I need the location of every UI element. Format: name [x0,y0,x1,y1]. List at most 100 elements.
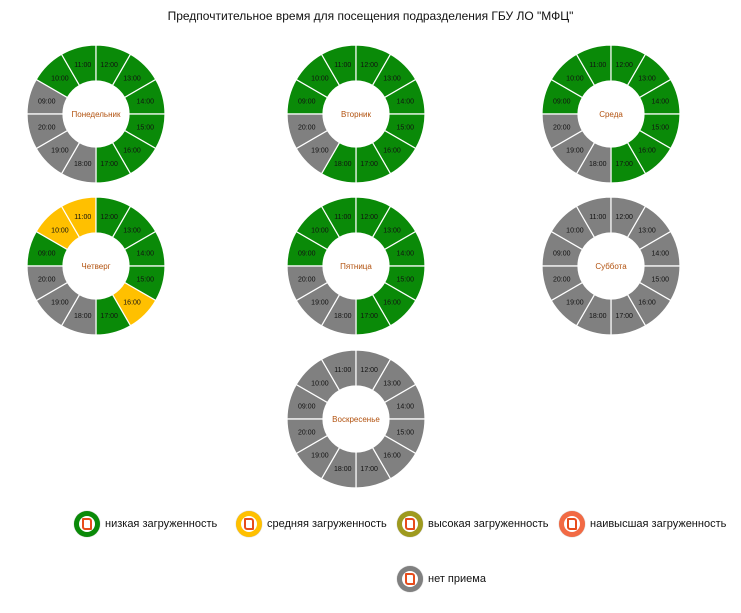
hour-label: 16:00 [383,453,401,460]
hour-label: 13:00 [123,227,141,234]
legend-label: нет приема [428,573,486,585]
hour-label: 13:00 [383,380,401,387]
hour-label: 09:00 [38,250,56,257]
day-label: Пятница [340,262,372,271]
legend-label: наивысшая загруженность [590,518,727,530]
hour-label: 15:00 [396,277,414,284]
hour-label: 12:00 [100,62,118,69]
hour-label: 09:00 [553,250,571,257]
hour-label: 18:00 [74,161,92,168]
legend-item-closed: нет приема [397,566,486,592]
hour-segment [541,113,584,150]
donut-chart: 09:00 10:00 11:00 12:00 13:00 14:00 15:00 16:00… [286,44,426,184]
hour-label: 19:00 [566,300,584,307]
hour-label: 20:00 [38,277,56,284]
donut-chart: 09:00 10:00 11:00 12:00 13:00 14:00 15:00 16:00… [541,196,681,336]
hour-label: 14:00 [651,250,669,257]
hour-label: 17:00 [100,313,118,320]
mfc-logo-icon [74,511,100,537]
hour-label: 15:00 [396,430,414,437]
hour-label: 20:00 [298,277,316,284]
hour-segment [286,113,329,150]
hour-label: 19:00 [566,148,584,155]
day-label: Суббота [595,262,627,271]
hour-label: 14:00 [396,403,414,410]
mfc-logo-icon [397,566,423,592]
hour-label: 19:00 [311,453,329,460]
day-label: Вторник [341,110,371,119]
hour-label: 18:00 [334,466,352,473]
hour-label: 15:00 [136,125,154,132]
hour-segment [26,113,69,150]
hour-label: 13:00 [638,227,656,234]
day-label: Четверг [81,262,110,271]
hour-label: 13:00 [383,75,401,82]
hour-segment [286,265,329,302]
hour-label: 19:00 [311,300,329,307]
mfc-logo-icon [397,511,423,537]
hour-label: 12:00 [360,62,378,69]
hour-label: 09:00 [298,403,316,410]
hour-label: 18:00 [589,313,607,320]
hour-label: 11:00 [589,214,606,221]
hour-segment [26,265,69,302]
hour-label: 11:00 [74,214,91,221]
hour-label: 17:00 [615,313,633,320]
donut-charts-svg: 09:00 10:00 11:00 12:00 13:00 14:00 15:00 16:00… [26,44,681,489]
hour-label: 18:00 [334,313,352,320]
donut-chart: 09:00 10:00 11:00 12:00 13:00 14:00 15:00 16:00… [541,44,681,184]
donut-chart: 09:00 10:00 11:00 12:00 13:00 14:00 15:00 16:00… [26,196,166,336]
hour-label: 15:00 [651,125,669,132]
hour-label: 11:00 [334,214,351,221]
hour-label: 17:00 [360,161,378,168]
legend-item-low: низкая загруженность [74,511,217,537]
legend-label: высокая загруженность [428,518,549,530]
hour-label: 10:00 [311,227,329,234]
legend-label: средняя загруженность [267,518,387,530]
donut-chart: 09:00 10:00 11:00 12:00 13:00 14:00 15:00 16:00… [286,349,426,489]
hour-label: 09:00 [298,250,316,257]
hour-label: 18:00 [334,161,352,168]
donut-chart: 09:00 10:00 11:00 12:00 13:00 14:00 15:00 16:00… [286,196,426,336]
hour-label: 20:00 [38,125,56,132]
hour-label: 16:00 [123,300,141,307]
hour-label: 20:00 [553,125,571,132]
day-label: Воскресенье [332,415,380,424]
hour-label: 12:00 [360,214,378,221]
hour-label: 19:00 [51,300,69,307]
hour-label: 10:00 [51,75,69,82]
hour-label: 17:00 [360,313,378,320]
hour-label: 10:00 [311,380,329,387]
legend-label: низкая загруженность [105,518,218,530]
hour-label: 09:00 [553,98,571,105]
hour-label: 16:00 [383,300,401,307]
hour-label: 13:00 [123,75,141,82]
hour-label: 10:00 [311,75,329,82]
hour-segment [286,418,329,455]
hour-label: 15:00 [651,277,669,284]
hour-label: 12:00 [100,214,118,221]
hour-label: 14:00 [396,98,414,105]
hour-label: 11:00 [589,62,606,69]
hour-label: 13:00 [638,75,656,82]
hour-label: 11:00 [74,62,91,69]
hour-label: 10:00 [566,227,584,234]
schedule-charts: 09:00 10:00 11:00 12:00 13:00 14:00 15:00 16:00… [26,44,681,489]
hour-label: 20:00 [298,125,316,132]
hour-label: 15:00 [136,277,154,284]
mfc-logo-icon [236,511,262,537]
mfc-logo-icon [559,511,585,537]
hour-label: 16:00 [383,148,401,155]
day-label: Среда [599,110,623,119]
hour-label: 11:00 [334,62,351,69]
hour-label: 12:00 [615,62,633,69]
hour-label: 19:00 [311,148,329,155]
hour-segment [541,265,584,302]
legend-item-high: высокая загруженность [397,511,548,537]
hour-label: 16:00 [638,300,656,307]
hour-label: 13:00 [383,227,401,234]
hour-label: 11:00 [334,367,351,374]
day-label: Понедельник [72,110,121,119]
hour-label: 15:00 [396,125,414,132]
hour-label: 18:00 [74,313,92,320]
